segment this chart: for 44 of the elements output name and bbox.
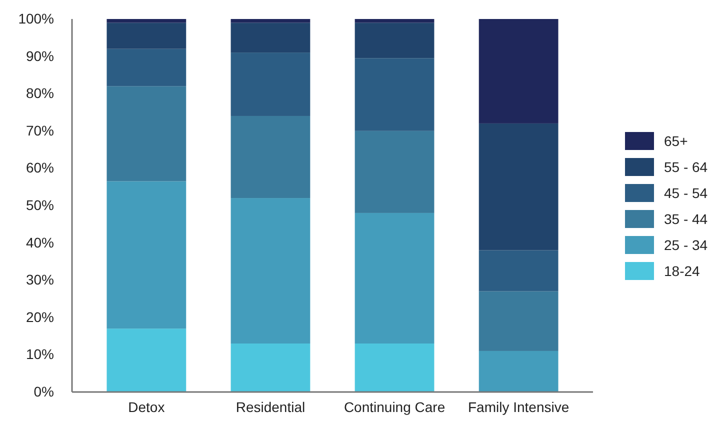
bar (230, 52, 310, 116)
bar (106, 22, 186, 49)
bar (478, 123, 558, 250)
x-tick-label: Continuing Care (344, 398, 446, 415)
y-tick-label: 30% (26, 272, 54, 288)
bar (478, 291, 558, 351)
x-tick-label: Residential (236, 398, 306, 415)
bar (230, 198, 310, 344)
legend-label: 65+ (664, 133, 688, 149)
x-tick-label: Family Intensive (468, 398, 570, 415)
bar (230, 19, 310, 23)
x-tick-label: Detox (128, 398, 165, 415)
legend-label: 25 - 34 (664, 237, 708, 253)
bar (478, 350, 558, 392)
bar (106, 86, 186, 182)
bar (354, 19, 434, 23)
y-tick-label: 90% (26, 48, 54, 64)
y-tick-label: 10% (26, 346, 54, 362)
legend-label: 18-24 (664, 263, 700, 279)
bar (354, 58, 434, 131)
bar (354, 22, 434, 58)
bar (230, 22, 310, 53)
legend-label: 35 - 44 (664, 211, 708, 227)
bar (478, 250, 558, 292)
legend-label: 55 - 64 (664, 159, 708, 175)
bar (354, 212, 434, 344)
bar (230, 116, 310, 198)
y-tick-label: 80% (26, 85, 54, 102)
y-tick-label: 20% (26, 308, 54, 325)
legend-label: 45 - 54 (664, 185, 708, 201)
y-tick-label: 0% (34, 383, 54, 400)
y-tick-label: 60% (26, 160, 54, 176)
bar (354, 130, 434, 213)
y-tick-label: 50% (26, 196, 54, 213)
bar (106, 48, 186, 86)
bar (478, 19, 558, 124)
bar (106, 181, 186, 329)
bar (106, 328, 186, 392)
y-tick-label: 100% (18, 10, 54, 26)
bar (354, 344, 434, 392)
y-tick-label: 40% (26, 234, 54, 250)
y-tick-label: 70% (26, 122, 54, 138)
bar (230, 344, 310, 392)
bar (106, 19, 186, 23)
